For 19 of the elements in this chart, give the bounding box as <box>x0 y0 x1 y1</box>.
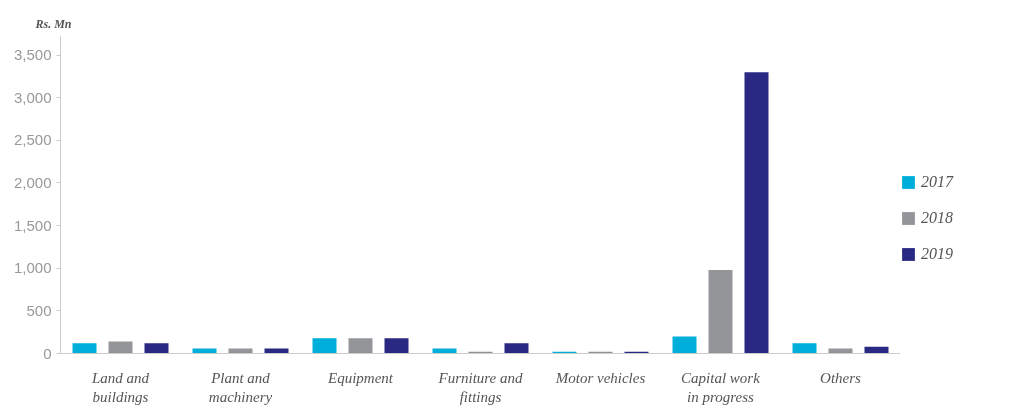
x-tick-label: Motor vehicles <box>554 369 646 386</box>
x-tick-label: Plant and machinery <box>208 369 273 405</box>
y-tick-label: 1,000 <box>13 259 52 277</box>
legend-label: 2018 <box>921 209 953 227</box>
x-tick-label: Others <box>820 369 862 386</box>
y-tick-label: 2,500 <box>13 131 52 149</box>
legend-label: 2017 <box>921 173 953 191</box>
x-tick-label: Furniture and fittings <box>437 369 524 405</box>
x-tick-label: Equipment <box>327 369 394 386</box>
x-tick-label: Capital work in progress <box>681 369 761 405</box>
y-tick-label: 2,000 <box>13 173 52 191</box>
y-tick-label: 500 <box>26 301 52 319</box>
y-axis-title: Rs. Mn <box>34 16 72 31</box>
y-tick-label: 1,500 <box>13 216 52 234</box>
x-tick-label: Land and buildings <box>90 369 150 405</box>
y-tick-label: 3,500 <box>13 46 52 64</box>
y-tick-label: 3,000 <box>13 88 52 106</box>
legend-label: 2019 <box>921 245 953 263</box>
y-tick-label: 0 <box>43 344 52 362</box>
